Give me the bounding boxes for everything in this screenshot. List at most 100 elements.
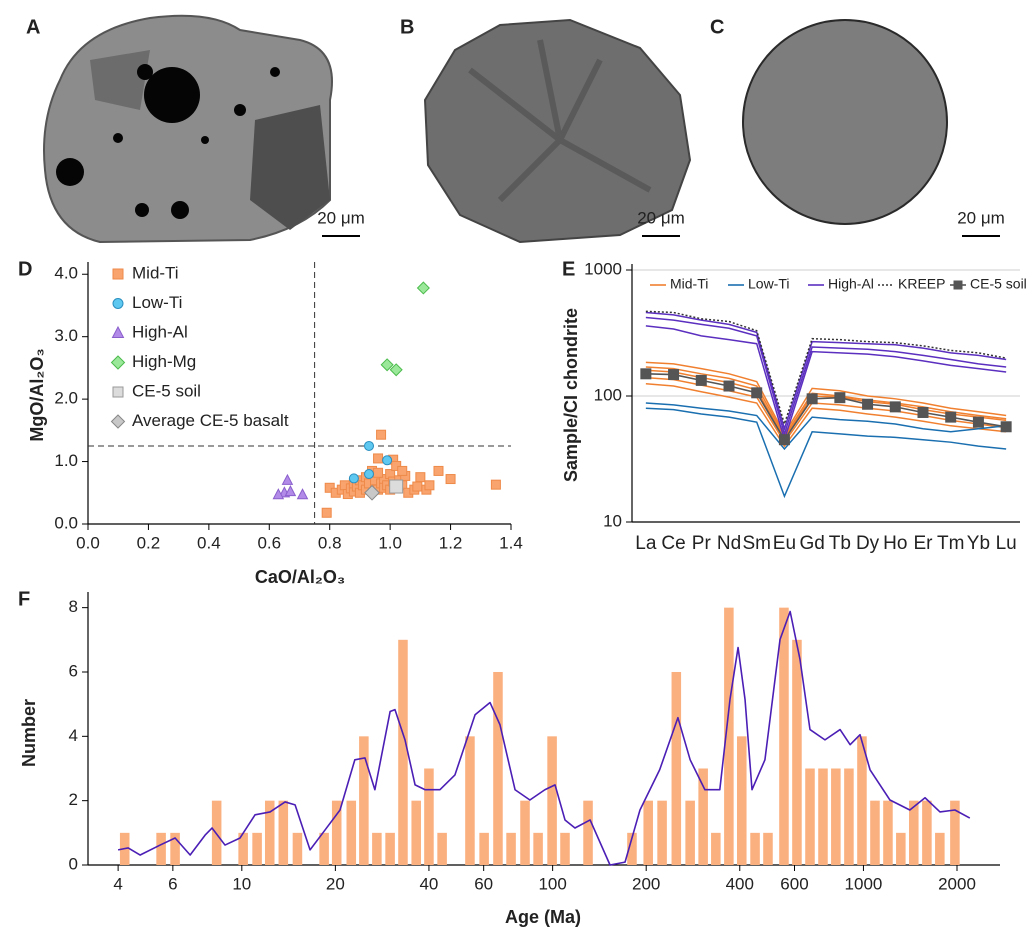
point xyxy=(412,481,423,492)
point xyxy=(415,472,426,483)
series-line xyxy=(645,402,1007,451)
legend-marker xyxy=(110,355,126,370)
bar xyxy=(170,832,180,865)
scale-bar-label: 20 μm xyxy=(317,208,365,227)
bar xyxy=(896,832,906,865)
x-tick-label: 0.4 xyxy=(197,533,221,552)
bar xyxy=(844,768,854,865)
legend-label: CE-5 soil xyxy=(970,276,1027,292)
bar xyxy=(292,832,303,865)
bar xyxy=(685,800,695,865)
x-tick-label: 4 xyxy=(113,874,122,893)
bar xyxy=(671,671,682,865)
y-tick-label: 10 xyxy=(603,511,622,530)
x-tick-label: Ho xyxy=(883,533,907,554)
x-tick-label: Sm xyxy=(742,533,771,554)
point xyxy=(296,488,309,500)
x-tick-label: 20 xyxy=(326,874,345,893)
x-tick-label: 1000 xyxy=(845,874,883,893)
y-tick-label: 2.0 xyxy=(54,389,78,408)
bar xyxy=(657,800,667,865)
x-tick-label: 10 xyxy=(232,874,251,893)
x-tick-label: 60 xyxy=(474,874,493,893)
panel-label: D xyxy=(18,258,32,280)
bar xyxy=(792,639,802,865)
bar xyxy=(346,800,357,865)
series-line xyxy=(645,311,1007,432)
point xyxy=(272,488,285,500)
point xyxy=(723,380,735,392)
bar xyxy=(922,800,932,865)
x-tick-label: Yb xyxy=(967,533,990,554)
x-tick-label: 1.4 xyxy=(499,533,523,552)
y-tick-label: 4.0 xyxy=(54,264,78,283)
point xyxy=(424,480,435,491)
y-tick-label: 1.0 xyxy=(54,451,78,470)
bar xyxy=(547,736,557,865)
legend-marker xyxy=(111,325,125,338)
point xyxy=(490,479,501,490)
series-line xyxy=(645,383,1007,448)
bar xyxy=(264,800,275,865)
point xyxy=(445,474,456,485)
point xyxy=(640,368,652,380)
series-line xyxy=(645,325,1007,443)
series-line xyxy=(645,316,1007,437)
point xyxy=(972,416,984,428)
x-axis-title: Age (Ma) xyxy=(505,907,581,927)
legend-marker xyxy=(112,298,124,309)
bar xyxy=(583,800,593,865)
point xyxy=(380,358,394,372)
bar xyxy=(398,639,408,865)
series-line xyxy=(645,407,1007,499)
y-axis-title: MgO/Al₂O₃ xyxy=(27,348,47,441)
y-tick-label: 0.0 xyxy=(54,513,78,532)
point xyxy=(1000,421,1012,433)
bar xyxy=(424,768,434,865)
point xyxy=(668,369,680,381)
point xyxy=(416,281,430,295)
point xyxy=(389,479,404,494)
point xyxy=(889,401,901,413)
sem-image-b xyxy=(423,18,692,244)
point xyxy=(917,406,929,418)
x-tick-label: 400 xyxy=(726,874,754,893)
bar xyxy=(493,671,503,865)
bar xyxy=(779,607,789,865)
y-tick-label: 3.0 xyxy=(54,326,78,345)
bar xyxy=(359,736,369,865)
bar xyxy=(763,832,773,865)
bar xyxy=(238,832,248,865)
point xyxy=(862,398,874,410)
point xyxy=(373,467,384,478)
x-tick-label: 0.8 xyxy=(318,533,342,552)
series-line xyxy=(645,310,1007,427)
bar xyxy=(627,832,637,865)
panel-label: F xyxy=(18,588,30,610)
bar xyxy=(935,832,945,865)
density-curve xyxy=(117,610,971,866)
point xyxy=(373,453,384,464)
legend-label: Mid-Ti xyxy=(670,276,708,292)
bar xyxy=(156,832,166,865)
point xyxy=(834,392,846,404)
bar xyxy=(252,832,262,865)
series-line xyxy=(645,366,1007,438)
x-tick-label: Tb xyxy=(829,533,851,554)
x-tick-label: 0.6 xyxy=(257,533,281,552)
point xyxy=(348,473,359,484)
x-tick-label: 600 xyxy=(780,874,808,893)
panel-label: A xyxy=(26,16,40,38)
legend-marker xyxy=(953,280,963,290)
x-tick-label: La xyxy=(635,533,657,554)
point xyxy=(321,507,332,518)
x-tick-label: 200 xyxy=(632,874,660,893)
legend-marker xyxy=(112,268,124,280)
x-tick-label: 1.0 xyxy=(378,533,402,552)
y-tick-label: 2 xyxy=(69,790,78,809)
legend-label: Average CE-5 basalt xyxy=(132,411,289,430)
bar xyxy=(736,736,747,865)
legend-label: KREEP xyxy=(898,276,945,292)
bar xyxy=(643,800,653,865)
